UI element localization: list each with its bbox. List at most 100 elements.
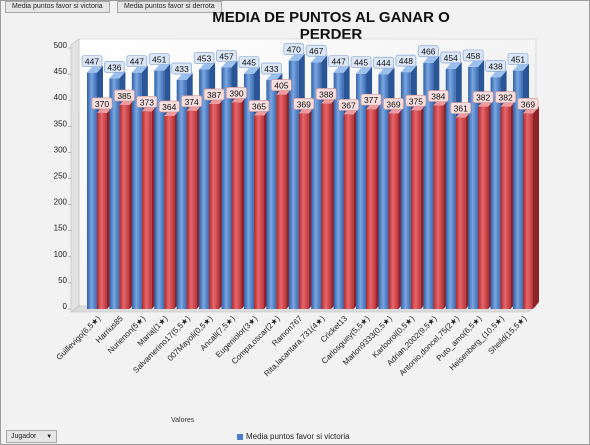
y-tick-label: 150 bbox=[54, 224, 68, 233]
bar-victoria-front bbox=[311, 62, 322, 310]
bar-derrota-front bbox=[231, 102, 242, 309]
data-label-derrota: 370 bbox=[95, 99, 109, 109]
legend-label: Media puntos favor si victoria bbox=[246, 432, 350, 441]
data-label-derrota-box bbox=[383, 98, 404, 110]
bar-victoria-front bbox=[199, 69, 210, 309]
field-button-derrota[interactable]: Media puntos favor si derrota bbox=[117, 1, 222, 13]
bar-victoria-top bbox=[468, 59, 485, 67]
bar-derrota-front bbox=[321, 103, 332, 310]
data-label-victoria: 466 bbox=[421, 47, 435, 57]
bar-victoria-front bbox=[243, 73, 254, 310]
data-label-derrota: 387 bbox=[207, 90, 221, 100]
data-label-victoria: 433 bbox=[175, 64, 189, 74]
bar-derrota-front bbox=[433, 105, 444, 309]
data-label-derrota-box bbox=[226, 87, 247, 99]
data-label-derrota: 382 bbox=[498, 93, 512, 103]
bar-victoria-top bbox=[243, 66, 260, 74]
data-label-victoria-box bbox=[216, 50, 237, 62]
dropdown-arrow-icon: ▼ bbox=[46, 434, 53, 440]
bar-victoria-top bbox=[333, 65, 350, 73]
data-label-victoria-box bbox=[395, 54, 417, 67]
data-label-victoria: 453 bbox=[197, 54, 211, 64]
y-tick-label: 300 bbox=[54, 145, 68, 154]
data-label-victoria: 458 bbox=[466, 51, 480, 61]
bar-victoria-top bbox=[109, 71, 126, 79]
bar-victoria-top bbox=[400, 65, 417, 73]
data-label-derrota: 369 bbox=[297, 99, 311, 109]
data-label-victoria-box bbox=[171, 62, 193, 75]
data-label-derrota-box bbox=[450, 102, 472, 114]
bar-victoria-top bbox=[356, 66, 373, 74]
bar-victoria-front bbox=[221, 67, 232, 309]
data-label-victoria-box bbox=[328, 55, 349, 68]
y-tick-label: 200 bbox=[54, 198, 68, 207]
data-label-derrota: 375 bbox=[409, 96, 423, 106]
bar-derrota-front bbox=[253, 115, 264, 309]
bar-derrota-front bbox=[366, 109, 377, 310]
data-label-victoria-box bbox=[148, 53, 170, 65]
data-label-derrota: 377 bbox=[364, 95, 378, 105]
data-label-victoria: 447 bbox=[130, 57, 144, 67]
data-label-victoria-box bbox=[440, 51, 462, 64]
bar-victoria-top bbox=[131, 65, 148, 73]
data-label-victoria: 467 bbox=[309, 46, 323, 56]
data-label-derrota-box bbox=[271, 79, 292, 91]
bar-derrota-front bbox=[186, 110, 197, 309]
data-label-victoria: 444 bbox=[376, 58, 390, 68]
data-label-derrota-box bbox=[158, 100, 180, 113]
data-label-derrota-box bbox=[472, 91, 494, 103]
bar-derrota-front bbox=[97, 112, 107, 309]
data-label-derrota: 369 bbox=[521, 99, 535, 109]
bar-derrota-side bbox=[533, 106, 539, 309]
y-tick-label: 500 bbox=[54, 41, 68, 50]
bar-victoria-front bbox=[131, 72, 142, 309]
field-button-victoria[interactable]: Media puntos favor si victoria bbox=[5, 1, 110, 13]
data-label-derrota: 374 bbox=[185, 97, 199, 107]
y-axis: 0 50 100 150 200 250 300 350 400 450 500 bbox=[54, 41, 71, 311]
bar-victoria-front bbox=[378, 74, 389, 310]
y-tick-label: 250 bbox=[54, 172, 68, 181]
bar-derrota-front bbox=[388, 113, 399, 309]
data-label-victoria-box bbox=[462, 49, 484, 62]
bar-victoria-front bbox=[87, 72, 97, 309]
bar-derrota-front bbox=[119, 105, 130, 309]
bar-derrota-front bbox=[209, 103, 220, 310]
bar-victoria-front bbox=[288, 60, 299, 309]
data-label-victoria-box bbox=[507, 53, 529, 65]
bar-derrota-front bbox=[500, 106, 511, 309]
bar-derrota-front bbox=[276, 94, 287, 309]
y-tick-label: 100 bbox=[54, 250, 68, 259]
bar-victoria-top bbox=[288, 53, 305, 61]
bars bbox=[87, 53, 539, 310]
data-label-victoria: 451 bbox=[152, 55, 166, 65]
data-label-victoria: 451 bbox=[511, 55, 525, 65]
data-label-victoria: 445 bbox=[354, 58, 368, 68]
data-label-victoria: 445 bbox=[242, 58, 256, 68]
data-label-victoria-box bbox=[417, 45, 439, 58]
data-labels: 447 370 436 385 447 373 451 364 433 374 453 387 457 3… bbox=[81, 43, 539, 114]
y-tick-label: 400 bbox=[54, 93, 68, 102]
data-label-victoria-box bbox=[126, 55, 148, 68]
bar-victoria-front bbox=[468, 66, 479, 309]
bar-victoria-top bbox=[445, 62, 462, 70]
bar-victoria-front bbox=[109, 78, 120, 310]
data-label-derrota-box bbox=[517, 98, 539, 110]
bar-victoria-front bbox=[513, 70, 523, 309]
data-label-victoria-box bbox=[283, 43, 305, 56]
bar-victoria-top bbox=[490, 70, 507, 78]
data-label-victoria-box bbox=[350, 56, 372, 69]
data-label-derrota-box bbox=[495, 91, 516, 103]
row-field-button-jugador[interactable]: Jugador ▼ bbox=[6, 430, 58, 443]
data-label-derrota: 364 bbox=[162, 102, 176, 112]
data-label-derrota: 390 bbox=[229, 88, 243, 98]
bar-victoria-top bbox=[154, 63, 171, 71]
data-label-derrota-box bbox=[136, 95, 158, 108]
data-label-derrota: 384 bbox=[431, 92, 445, 102]
bar-derrota-front bbox=[343, 114, 354, 310]
legend: Media puntos favor si victoria bbox=[237, 432, 350, 441]
data-label-victoria: 447 bbox=[85, 57, 99, 67]
bar-derrota-front bbox=[164, 115, 175, 309]
bar-derrota-front bbox=[455, 117, 466, 309]
bar-victoria-front bbox=[423, 62, 434, 309]
